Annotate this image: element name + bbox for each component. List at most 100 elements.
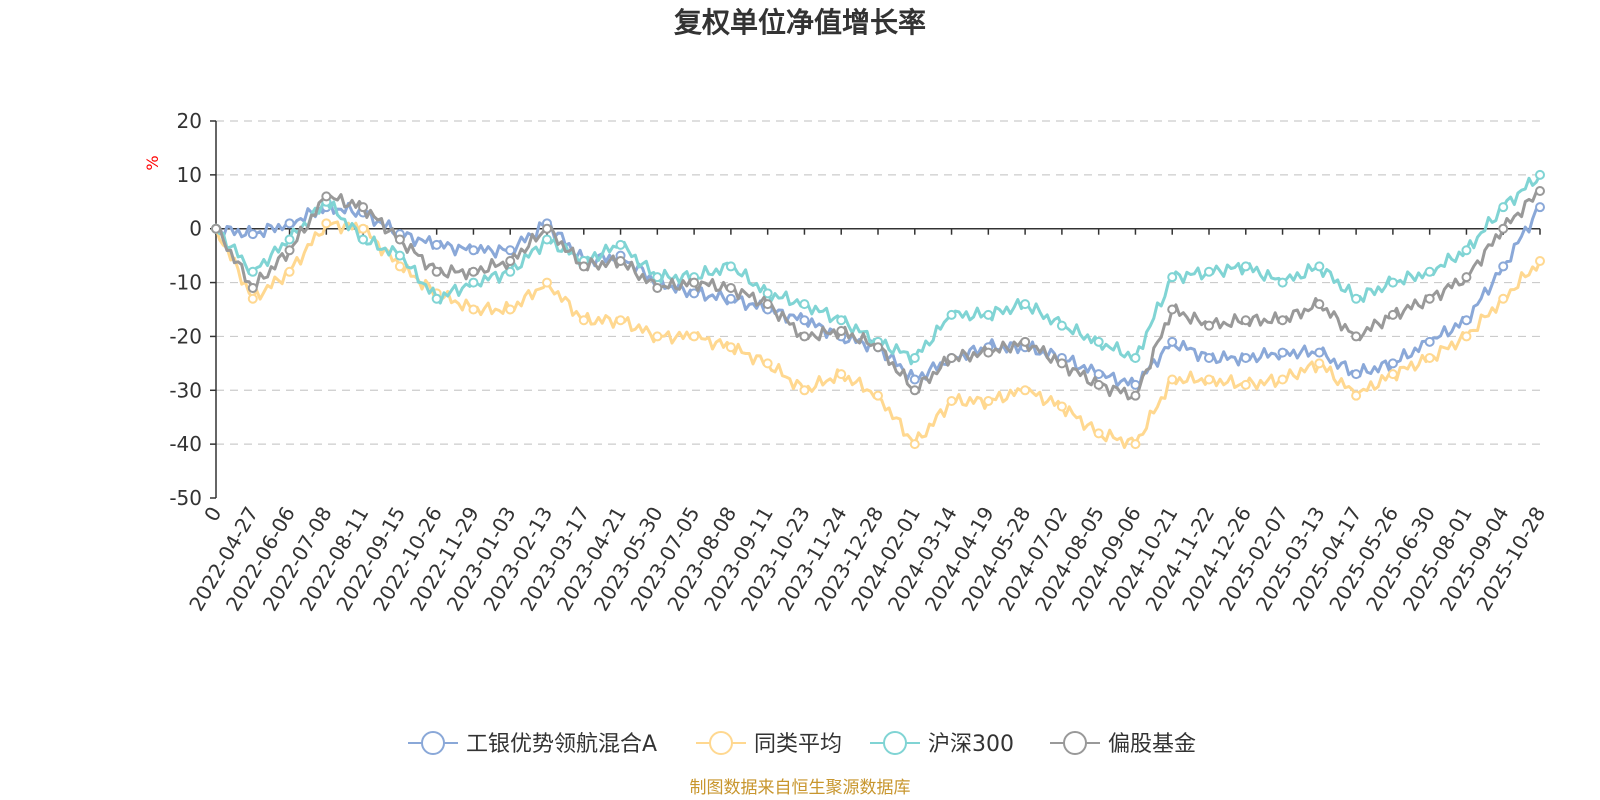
data-point[interactable]: [1240, 315, 1251, 326]
data-point[interactable]: [836, 369, 847, 380]
data-point[interactable]: [394, 250, 405, 261]
data-point[interactable]: [983, 347, 994, 358]
data-point[interactable]: [1056, 358, 1067, 369]
data-point[interactable]: [1167, 374, 1178, 385]
data-point[interactable]: [284, 218, 295, 229]
data-point[interactable]: [1020, 336, 1031, 347]
data-point[interactable]: [836, 315, 847, 326]
data-point[interactable]: [247, 229, 258, 240]
data-point[interactable]: [1314, 347, 1325, 358]
data-point[interactable]: [946, 309, 957, 320]
data-point[interactable]: [1277, 277, 1288, 288]
data-point[interactable]: [321, 218, 332, 229]
data-point[interactable]: [1240, 379, 1251, 390]
data-point[interactable]: [1167, 272, 1178, 283]
data-point[interactable]: [909, 385, 920, 396]
data-point[interactable]: [836, 326, 847, 337]
data-point[interactable]: [1093, 428, 1104, 439]
data-point[interactable]: [1167, 304, 1178, 315]
data-point[interactable]: [1314, 299, 1325, 310]
data-point[interactable]: [505, 245, 516, 256]
data-point[interactable]: [873, 390, 883, 401]
data-point[interactable]: [1461, 315, 1472, 326]
data-point[interactable]: [394, 234, 405, 245]
data-point[interactable]: [1535, 256, 1545, 267]
legend-item-3[interactable]: 偏股基金: [1050, 731, 1196, 757]
data-point[interactable]: [873, 342, 883, 353]
data-point[interactable]: [799, 315, 810, 326]
data-point[interactable]: [1535, 202, 1545, 213]
data-point[interactable]: [1130, 439, 1141, 450]
data-point[interactable]: [1535, 169, 1545, 180]
data-point[interactable]: [1277, 315, 1288, 326]
data-point[interactable]: [1093, 369, 1104, 380]
data-point[interactable]: [1351, 331, 1362, 342]
data-point[interactable]: [799, 331, 810, 342]
data-point[interactable]: [1424, 266, 1435, 277]
data-point[interactable]: [652, 282, 663, 293]
data-point[interactable]: [1167, 336, 1178, 347]
legend[interactable]: 工银优势领航混合A 同类平均 沪深300 偏股基金: [408, 731, 1196, 757]
legend-item-2[interactable]: 沪深300: [870, 731, 1014, 757]
data-point[interactable]: [505, 304, 516, 315]
data-point[interactable]: [1498, 261, 1509, 272]
data-point[interactable]: [1351, 390, 1362, 401]
data-point[interactable]: [1424, 293, 1435, 304]
data-point[interactable]: [1424, 336, 1435, 347]
data-point[interactable]: [358, 223, 369, 234]
data-point[interactable]: [1020, 299, 1031, 310]
data-point[interactable]: [247, 266, 258, 277]
data-point[interactable]: [1130, 390, 1141, 401]
data-point[interactable]: [909, 439, 920, 450]
data-point[interactable]: [615, 239, 626, 250]
data-point[interactable]: [725, 293, 736, 304]
data-point[interactable]: [542, 277, 552, 288]
data-point[interactable]: [983, 309, 994, 320]
data-point[interactable]: [1204, 374, 1214, 385]
data-point[interactable]: [1461, 245, 1472, 256]
data-point[interactable]: [394, 261, 405, 272]
data-point[interactable]: [1498, 293, 1509, 304]
data-point[interactable]: [1351, 293, 1362, 304]
data-point[interactable]: [725, 342, 736, 353]
data-point[interactable]: [505, 256, 516, 267]
data-point[interactable]: [1351, 369, 1362, 380]
data-point[interactable]: [689, 331, 700, 342]
data-point[interactable]: [725, 282, 736, 293]
data-point[interactable]: [762, 288, 773, 299]
data-point[interactable]: [1387, 277, 1398, 288]
data-point[interactable]: [1314, 358, 1325, 369]
data-point[interactable]: [1093, 379, 1104, 390]
data-point[interactable]: [468, 266, 479, 277]
data-point[interactable]: [468, 245, 479, 256]
data-point[interactable]: [1461, 272, 1472, 283]
data-point[interactable]: [652, 272, 663, 283]
legend-item-1[interactable]: 同类平均: [696, 731, 842, 757]
data-point[interactable]: [1387, 358, 1398, 369]
data-point[interactable]: [1204, 266, 1214, 277]
data-point[interactable]: [909, 352, 920, 363]
data-point[interactable]: [946, 396, 957, 407]
data-point[interactable]: [652, 331, 663, 342]
data-point[interactable]: [284, 234, 295, 245]
data-point[interactable]: [358, 234, 369, 245]
data-point[interactable]: [725, 261, 736, 272]
data-point[interactable]: [284, 245, 295, 256]
data-point[interactable]: [762, 299, 773, 310]
data-point[interactable]: [1093, 336, 1104, 347]
data-point[interactable]: [1387, 369, 1398, 380]
data-point[interactable]: [1277, 347, 1288, 358]
data-point[interactable]: [689, 277, 700, 288]
data-point[interactable]: [468, 304, 479, 315]
data-point[interactable]: [431, 239, 442, 250]
data-point[interactable]: [1535, 186, 1545, 197]
data-point[interactable]: [1130, 352, 1141, 363]
data-point[interactable]: [909, 374, 920, 385]
data-point[interactable]: [1387, 309, 1398, 320]
data-point[interactable]: [1056, 320, 1067, 331]
data-point[interactable]: [578, 261, 589, 272]
data-point[interactable]: [983, 396, 994, 407]
legend-item-0[interactable]: 工银优势领航混合A: [408, 731, 657, 757]
data-point[interactable]: [799, 299, 810, 310]
data-point[interactable]: [247, 293, 258, 304]
